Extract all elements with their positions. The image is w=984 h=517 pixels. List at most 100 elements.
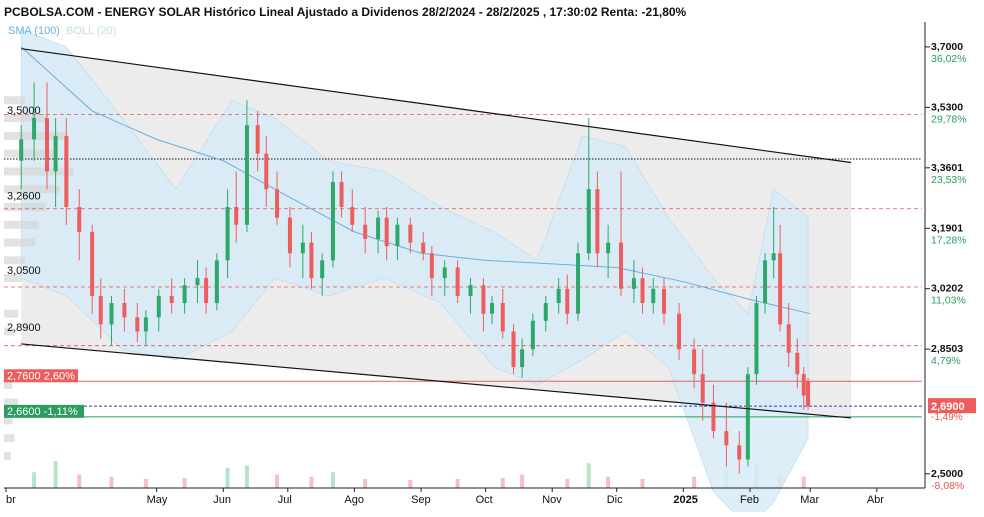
candle-body	[511, 331, 516, 368]
channel-lower-line	[21, 343, 852, 419]
right-tick-pct: 17,28%	[931, 234, 967, 246]
right-tick-price: 3,7000	[931, 41, 963, 53]
candle-body	[53, 135, 58, 172]
sma-line	[20, 46, 811, 315]
volume-profile-bar	[4, 416, 13, 425]
volume-bar	[692, 476, 697, 488]
bollinger-area	[20, 28, 809, 517]
legend-sma: SMA (100)	[8, 25, 60, 37]
volume-bar	[109, 476, 114, 488]
candle-body	[619, 242, 624, 289]
x-tick-label: Sep	[411, 494, 431, 506]
x-tick-label: Ago	[344, 494, 364, 506]
right-tick-pct: -8,08%	[931, 480, 964, 492]
x-tick-label: Mar	[800, 494, 819, 506]
x-tick-label: May	[147, 494, 168, 506]
right-tick-price: 3,5300	[931, 101, 963, 113]
volume-bar	[143, 479, 148, 488]
candle-body	[330, 182, 335, 261]
right-tick-price: 2,5000	[931, 468, 963, 480]
candle-body	[556, 288, 561, 304]
candle-body	[442, 267, 447, 279]
reference-tag-label: 2,7600 2,60%	[7, 370, 75, 382]
x-tick-label: Jun	[213, 494, 231, 506]
candle-body	[421, 242, 426, 254]
channel-upper-line	[21, 48, 852, 164]
volume-bar	[520, 474, 525, 488]
candle-body	[376, 217, 381, 239]
candle-body	[455, 267, 460, 296]
candle-body	[700, 374, 705, 403]
volume-profile-bar	[4, 238, 36, 247]
sma-100-line	[20, 46, 811, 315]
candle-body	[606, 242, 611, 254]
volume-bar	[363, 479, 368, 488]
volume-bar	[53, 461, 58, 488]
candle-body	[468, 285, 473, 296]
candle-body	[786, 324, 791, 353]
candle-body	[19, 139, 24, 161]
candle-body	[754, 303, 759, 375]
left-tick-label: 3,5000	[7, 105, 41, 117]
left-tick-label: 3,2600	[7, 190, 41, 202]
x-tick-label: br	[6, 494, 16, 506]
candle-body	[662, 288, 667, 314]
trend-channel	[21, 48, 852, 419]
chart-title: PCBOLSA.COM - ENERGY SOLAR Histórico Lin…	[4, 5, 687, 19]
right-tick-price: 3,1901	[931, 222, 963, 234]
last-price-tag-bg	[928, 398, 976, 414]
candle-body	[737, 445, 742, 460]
volume-bar	[640, 479, 645, 488]
candle-body	[565, 288, 570, 314]
reference-tag-bg	[4, 369, 78, 383]
candle-body	[264, 153, 269, 190]
candle-body	[795, 352, 800, 375]
volume-profile-bar	[4, 185, 60, 194]
reference-tag-bg	[4, 404, 84, 418]
candle-body	[778, 253, 783, 325]
volume-bar	[330, 472, 335, 488]
volume-profile-bar	[4, 149, 53, 158]
volume-profile-bar	[4, 398, 18, 407]
candle-body	[763, 260, 768, 304]
candle-body	[640, 278, 645, 304]
volume-profile-bar	[4, 256, 25, 265]
candle-body	[98, 295, 103, 325]
candle-body	[363, 224, 368, 239]
volume-bar	[32, 472, 37, 488]
candle-body	[530, 320, 535, 350]
candle-body	[169, 295, 174, 304]
volume-bar	[77, 474, 82, 488]
candle-body	[771, 253, 776, 261]
candle-body	[711, 402, 716, 432]
right-tick-pct: 11,03%	[931, 295, 966, 307]
candle-body	[64, 135, 69, 207]
volume-bar	[408, 479, 413, 488]
candle-body	[44, 118, 49, 172]
x-tick-label: 2025	[673, 494, 697, 506]
candle-body	[90, 231, 95, 296]
volume-bars	[32, 461, 806, 488]
candle-body	[806, 381, 811, 407]
x-tick-label: Abr	[867, 494, 884, 506]
candle-body	[300, 242, 305, 254]
candle-body	[801, 374, 806, 396]
candle-body	[595, 189, 600, 254]
left-tick-label: 2,8900	[7, 322, 41, 334]
candle-body	[586, 189, 591, 254]
candle-body	[244, 125, 249, 225]
volume-profile-bar	[4, 167, 74, 176]
candle-body	[481, 285, 486, 314]
volume-bar	[244, 465, 249, 488]
candle-body	[745, 374, 750, 460]
candle-body	[214, 260, 219, 304]
volume-bar	[182, 478, 187, 488]
volume-profile-bar	[4, 274, 22, 283]
volume-bar	[455, 479, 460, 488]
candle-body	[109, 303, 114, 325]
candle-body	[287, 217, 292, 254]
right-tick-price: 2,8503	[931, 343, 963, 355]
candle-body	[339, 182, 344, 207]
